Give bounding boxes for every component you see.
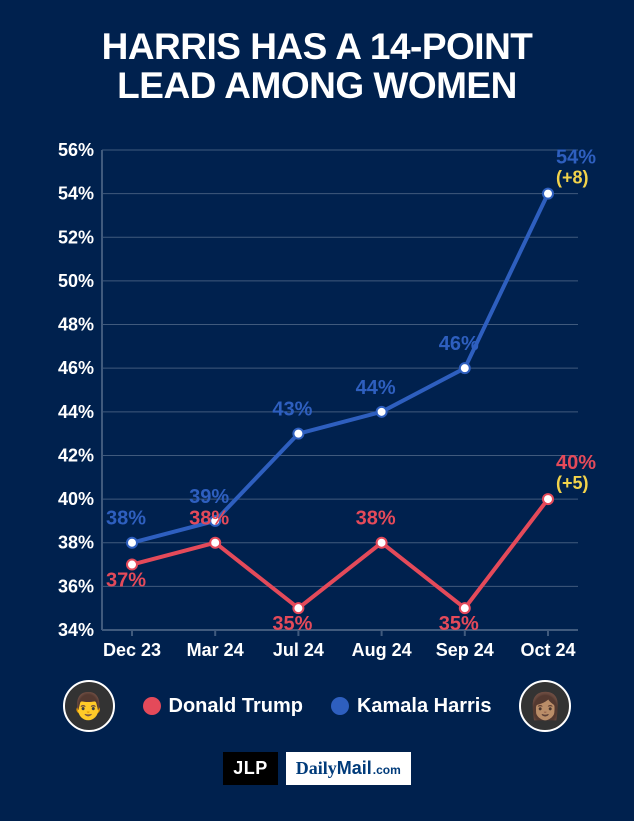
svg-text:38%: 38% xyxy=(106,508,146,530)
svg-text:Dec 23: Dec 23 xyxy=(103,640,161,660)
svg-text:50%: 50% xyxy=(58,271,94,291)
svg-text:54%: 54% xyxy=(556,147,596,169)
title-line-2: LEAD AMONG WOMEN xyxy=(117,65,517,106)
svg-text:46%: 46% xyxy=(58,358,94,378)
svg-text:38%: 38% xyxy=(58,533,94,553)
footer-badges: JLP DailyMail.com xyxy=(0,752,634,785)
chart-title: HARRIS HAS A 14-POINT LEAD AMONG WOMEN xyxy=(0,0,634,106)
svg-text:44%: 44% xyxy=(58,402,94,422)
svg-text:43%: 43% xyxy=(272,399,312,421)
svg-text:Jul 24: Jul 24 xyxy=(273,640,324,660)
trump-avatar: 👨 xyxy=(63,680,115,732)
dailymail-badge: DailyMail.com xyxy=(286,752,411,785)
svg-text:38%: 38% xyxy=(356,508,396,530)
svg-text:35%: 35% xyxy=(272,613,312,635)
svg-text:Aug 24: Aug 24 xyxy=(352,640,412,660)
svg-text:34%: 34% xyxy=(58,620,94,640)
svg-text:39%: 39% xyxy=(189,486,229,508)
svg-text:(+5): (+5) xyxy=(556,473,589,493)
svg-text:37%: 37% xyxy=(106,570,146,592)
svg-text:40%: 40% xyxy=(556,452,596,474)
svg-text:35%: 35% xyxy=(439,613,479,635)
svg-text:46%: 46% xyxy=(439,333,479,355)
svg-text:48%: 48% xyxy=(58,315,94,335)
legend-dot-trump xyxy=(143,697,161,715)
legend-item-trump: Donald Trump xyxy=(143,695,303,718)
svg-text:Sep 24: Sep 24 xyxy=(436,640,494,660)
svg-text:40%: 40% xyxy=(58,489,94,509)
line-chart: 34% 36% 38% 40% 42% 44% 46% 48% 50% 52% 54% 56% Dec … xyxy=(48,140,608,670)
jlp-badge: JLP xyxy=(223,752,278,785)
title-line-1: HARRIS HAS A 14-POINT xyxy=(102,26,533,67)
harris-avatar: 👩🏽 xyxy=(519,680,571,732)
svg-text:Oct 24: Oct 24 xyxy=(520,640,575,660)
svg-text:56%: 56% xyxy=(58,140,94,160)
legend-item-harris: Kamala Harris xyxy=(331,695,492,718)
svg-text:44%: 44% xyxy=(356,377,396,399)
svg-text:38%: 38% xyxy=(189,508,229,530)
svg-text:(+8): (+8) xyxy=(556,168,589,188)
legend: 👨 Donald Trump Kamala Harris 👩🏽 xyxy=(0,680,634,732)
svg-text:36%: 36% xyxy=(58,576,94,596)
legend-dot-harris xyxy=(331,697,349,715)
legend-label-harris: Kamala Harris xyxy=(357,695,492,718)
legend-label-trump: Donald Trump xyxy=(169,695,303,718)
svg-text:52%: 52% xyxy=(58,227,94,247)
svg-text:Mar 24: Mar 24 xyxy=(187,640,244,660)
svg-text:54%: 54% xyxy=(58,184,94,204)
svg-text:42%: 42% xyxy=(58,445,94,465)
